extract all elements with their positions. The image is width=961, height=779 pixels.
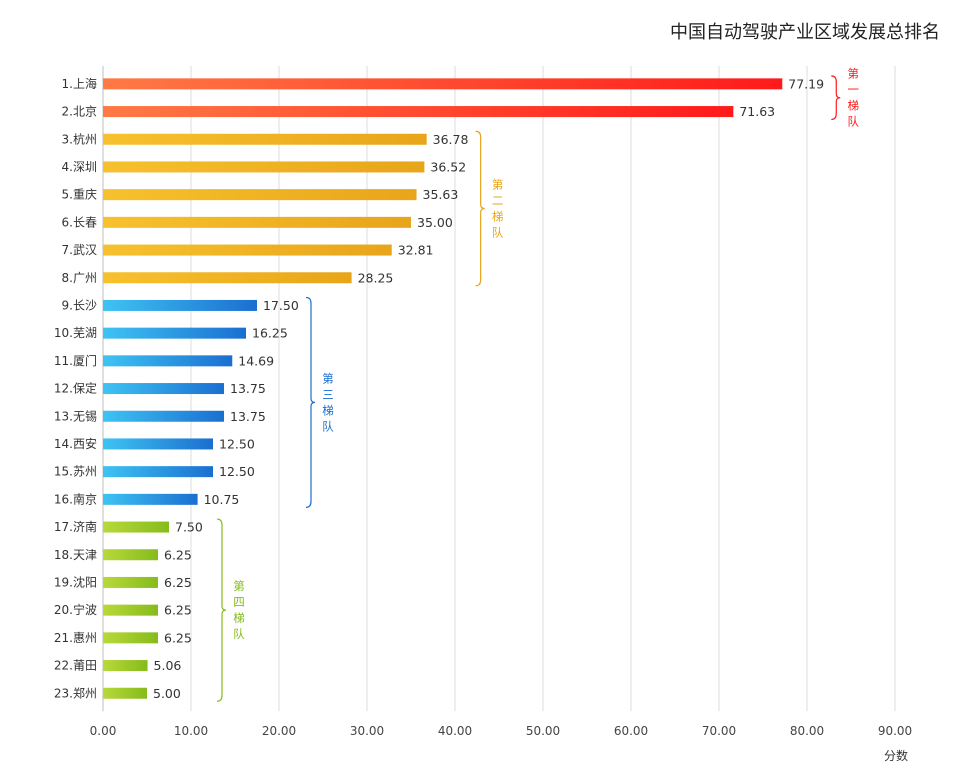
x-tick-label: 50.00: [526, 724, 560, 738]
bar: [103, 466, 213, 478]
category-label: 13.无锡: [54, 408, 97, 423]
tier-label: 第四梯队: [233, 579, 245, 641]
value-label: 10.75: [204, 492, 240, 507]
category-label: 9.长沙: [62, 298, 97, 312]
bar: [103, 327, 246, 339]
category-label: 15.苏州: [54, 465, 97, 479]
x-axis-label: 分数: [884, 748, 908, 763]
category-label: 6.长春: [62, 215, 97, 229]
bar: [103, 78, 783, 90]
tier-bracket: [831, 75, 841, 121]
x-tick-label: 70.00: [702, 724, 736, 738]
value-label: 35.63: [423, 187, 459, 202]
bar: [103, 410, 224, 422]
bar: [103, 383, 224, 395]
value-label: 77.19: [788, 76, 824, 91]
category-label: 21.惠州: [54, 631, 97, 645]
value-label: 17.50: [263, 298, 299, 313]
category-label: 12.保定: [54, 381, 97, 396]
category-label: 10.芜湖: [54, 325, 97, 340]
value-label: 36.52: [430, 159, 466, 174]
category-label: 7.武汉: [62, 243, 97, 257]
value-label: 14.69: [238, 353, 274, 368]
bar: [103, 244, 392, 256]
category-label: 18.天津: [54, 548, 97, 562]
value-label: 12.50: [219, 464, 255, 479]
category-label: 1.上海: [62, 76, 97, 91]
bar: [103, 299, 257, 311]
value-label: 6.25: [164, 630, 192, 645]
category-label: 20.宁波: [54, 602, 97, 617]
x-tick-label: 10.00: [174, 724, 208, 738]
tier-label: 第三梯队: [322, 371, 334, 433]
value-label: 6.25: [164, 547, 192, 562]
bar: [103, 106, 734, 118]
x-tick-label: 0.00: [90, 724, 117, 738]
category-label: 22.莆田: [54, 659, 97, 673]
tier-bracket: [305, 296, 316, 508]
tier-bracket: [216, 518, 227, 702]
category-label: 23.郑州: [54, 685, 97, 700]
bar: [103, 632, 158, 644]
tier-label: 第一梯队: [848, 67, 860, 129]
bar: [103, 521, 169, 533]
tier-label: 第二梯队: [492, 178, 504, 240]
bar: [103, 438, 213, 450]
x-tick-label: 80.00: [790, 724, 824, 738]
bars: [103, 78, 783, 699]
category-label: 11.厦门: [54, 353, 97, 368]
bar: [103, 493, 198, 505]
bar: [103, 272, 352, 284]
bar: [103, 549, 158, 561]
chart-title: 中国自动驾驶产业区域发展总排名: [670, 22, 940, 43]
value-label: 12.50: [219, 436, 255, 451]
category-label: 8.广州: [62, 271, 97, 285]
value-label: 6.25: [164, 603, 192, 618]
value-label: 71.63: [739, 104, 775, 119]
value-label: 5.06: [154, 658, 182, 673]
category-label: 2.北京: [62, 105, 97, 119]
category-label: 19.沈阳: [54, 574, 97, 589]
value-label: 28.25: [358, 270, 394, 285]
x-axis-ticks: 0.00 10.00 20.00 30.00 40.00 50.00 60.00 70.00 8…: [90, 724, 913, 738]
value-label: 7.50: [175, 520, 203, 535]
bar: [103, 687, 147, 699]
x-tick-label: 90.00: [878, 724, 912, 738]
category-label: 14.西安: [54, 436, 97, 451]
bar: [103, 660, 148, 672]
labels: 1.上海 77.19 2.北京 71.63 3.杭州 36.78 4.深圳 36.52 5.重庆…: [54, 76, 824, 701]
bar: [103, 216, 411, 228]
x-tick-label: 20.00: [262, 724, 296, 738]
category-label: 3.杭州: [62, 131, 97, 146]
category-label: 17.济南: [54, 519, 97, 534]
bar: [103, 355, 233, 367]
category-label: 4.深圳: [62, 160, 97, 174]
bar: [103, 189, 417, 201]
value-label: 16.25: [252, 326, 288, 341]
category-label: 16.南京: [54, 491, 97, 506]
bar: [103, 161, 425, 173]
x-tick-label: 40.00: [438, 724, 472, 738]
bar: [103, 576, 158, 588]
x-tick-label: 60.00: [614, 724, 648, 738]
tier-bracket: [475, 130, 485, 287]
value-label: 32.81: [398, 243, 434, 258]
x-tick-label: 30.00: [350, 724, 384, 738]
value-label: 5.00: [153, 686, 181, 701]
value-label: 6.25: [164, 575, 192, 590]
value-label: 35.00: [417, 215, 453, 230]
category-label: 5.重庆: [62, 188, 97, 202]
value-label: 36.78: [433, 132, 469, 147]
bar: [103, 133, 427, 145]
bar: [103, 604, 158, 616]
value-label: 13.75: [230, 409, 266, 424]
value-label: 13.75: [230, 381, 266, 396]
